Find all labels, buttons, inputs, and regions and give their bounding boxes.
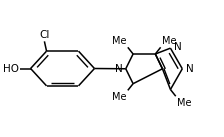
Text: HO: HO [3, 64, 19, 73]
Text: Cl: Cl [39, 30, 50, 40]
Text: Me: Me [162, 36, 176, 46]
Text: N: N [174, 42, 182, 52]
Text: Me: Me [112, 36, 127, 46]
Text: N: N [186, 64, 194, 74]
Text: N: N [115, 64, 123, 73]
Text: Me: Me [112, 92, 127, 102]
Text: Me: Me [177, 98, 191, 108]
